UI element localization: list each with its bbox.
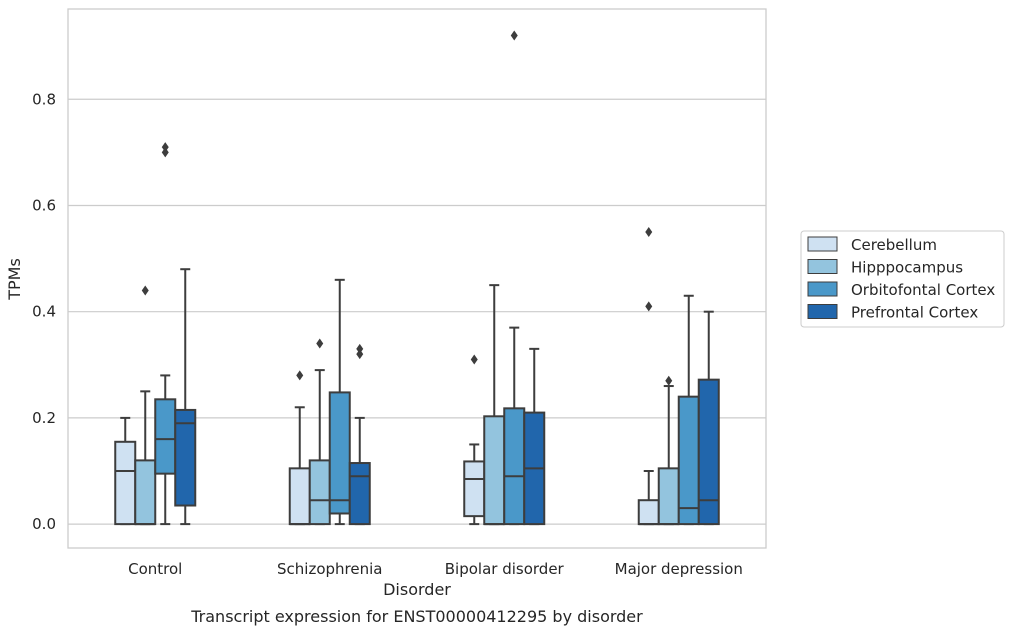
- y-tick-label: 0.4: [32, 303, 56, 321]
- legend-label: Cerebellum: [851, 236, 937, 254]
- legend-swatch: [807, 259, 838, 274]
- x-tick-label: Bipolar disorder: [445, 560, 565, 578]
- legend: Cerebellum Hipppocampus Orbitofontal Corte…: [800, 230, 1005, 328]
- box-plot: [637, 227, 660, 526]
- box-body: [677, 395, 700, 526]
- box-body: [114, 440, 137, 526]
- legend-swatch: [807, 304, 838, 319]
- outlier-point: [356, 343, 364, 354]
- y-tick-label: 0.0: [32, 515, 56, 533]
- box-body: [657, 467, 680, 526]
- box-plot: [134, 285, 157, 526]
- box-body: [348, 462, 371, 526]
- box-plot: [114, 416, 137, 526]
- y-tick-label: 0.6: [32, 196, 56, 214]
- x-tick-label: Schizophrenia: [277, 560, 382, 578]
- box-plot: [288, 370, 311, 526]
- box-body: [154, 398, 177, 475]
- x-tick-labels: Control Schizophrenia Bipolar disorder Majo…: [128, 560, 743, 578]
- x-tick-label: Major depression: [615, 560, 743, 578]
- outlier-point: [161, 147, 169, 158]
- outlier-point: [141, 285, 149, 296]
- outlier-point: [356, 349, 364, 360]
- box-plots: [114, 30, 720, 526]
- box-plot: [677, 294, 700, 526]
- box-plot: [523, 347, 546, 526]
- outlier-point: [161, 142, 169, 153]
- box-body: [697, 378, 720, 526]
- box-body: [463, 460, 486, 518]
- box-plot: [154, 142, 177, 526]
- box-body: [483, 415, 506, 526]
- plot-area-frame: [67, 8, 767, 549]
- y-axis-label: TPMs: [5, 258, 24, 301]
- box-body: [503, 407, 526, 526]
- legend-label: Hipppocampus: [851, 259, 963, 277]
- box-body: [308, 459, 331, 526]
- y-tick-label: 0.2: [32, 409, 56, 427]
- figure-caption: Transcript expression for ENST0000041229…: [190, 607, 643, 626]
- outlier-point: [665, 375, 673, 386]
- box-body: [328, 391, 351, 515]
- box-plot: [174, 268, 197, 526]
- box-plot: [463, 354, 486, 526]
- box-body: [174, 408, 197, 507]
- y-tick-label: 0.8: [32, 90, 56, 108]
- outlier-point: [645, 301, 653, 312]
- legend-label: Orbitofontal Cortex: [851, 281, 995, 299]
- legend-swatch: [807, 281, 838, 297]
- box-plot: [483, 284, 506, 526]
- box-body: [134, 459, 157, 526]
- box-body: [637, 499, 660, 526]
- box-plot: [657, 375, 680, 526]
- x-tick-label: Control: [128, 560, 182, 578]
- legend-label: Prefrontal Cortex: [851, 304, 978, 322]
- box-plot: [697, 310, 720, 526]
- box-plot: [308, 338, 331, 526]
- legend-frame: [800, 230, 1005, 328]
- y-tick-labels: 0.0 0.2 0.4 0.6 0.8: [32, 90, 56, 533]
- box-plot: [348, 343, 371, 526]
- outlier-point: [316, 338, 324, 349]
- outlier-point: [470, 354, 478, 365]
- box-body: [288, 467, 311, 526]
- outlier-point: [296, 370, 304, 381]
- outlier-point: [645, 227, 653, 238]
- legend-swatch: [807, 236, 838, 252]
- x-axis-label: Disorder: [383, 580, 451, 599]
- box-plot: [503, 30, 526, 526]
- outlier-point: [510, 30, 518, 41]
- box-plot: [328, 278, 351, 526]
